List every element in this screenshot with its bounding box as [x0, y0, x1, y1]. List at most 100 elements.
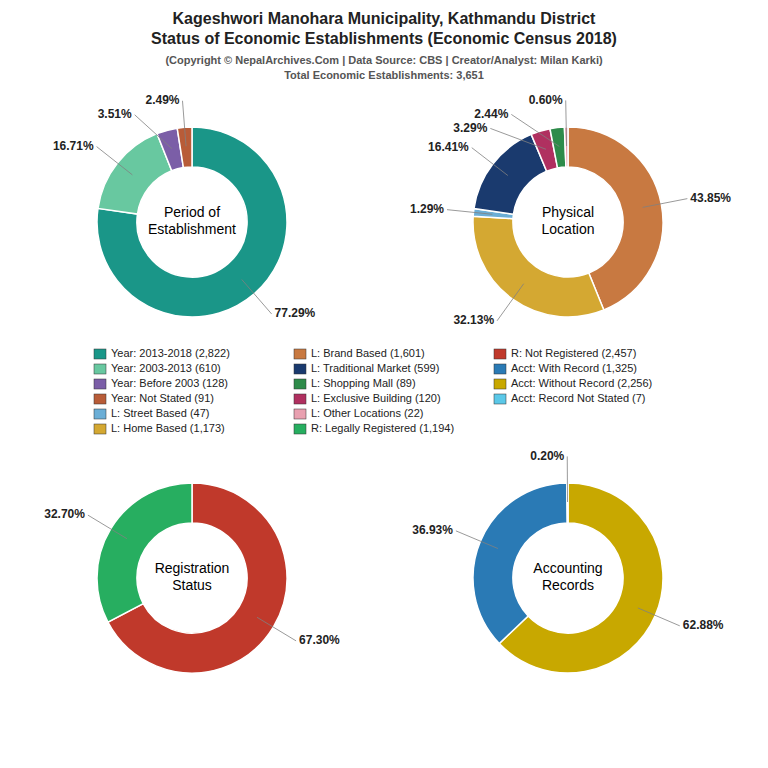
data-label: 77.29% — [275, 306, 316, 320]
legend-swatch — [94, 424, 106, 434]
legend-label: Year: Before 2003 (128) — [111, 377, 228, 389]
legend-label: R: Legally Registered (1,194) — [311, 422, 454, 434]
slice — [97, 483, 192, 622]
slice — [177, 127, 192, 168]
leader-line — [242, 279, 272, 313]
center-label: RegistrationStatus — [155, 560, 230, 593]
center-label-line: Records — [542, 577, 594, 593]
center-label-line: Location — [542, 221, 595, 237]
legend-item: Acct: Record Not Stated (7) — [494, 392, 646, 404]
leader-line — [456, 531, 498, 549]
legend-label: Year: 2013-2018 (2,822) — [111, 347, 230, 359]
slice — [98, 134, 172, 214]
legend-label: L: Other Locations (22) — [311, 407, 424, 419]
data-labels: 62.88% 36.93% 0.20% — [412, 449, 724, 632]
data-labels: 43.85%32.13%1.29%16.41%3.29%2.44%0.60% — [410, 93, 731, 327]
data-label: 62.88% — [683, 618, 724, 632]
leader-line — [565, 100, 567, 146]
legend-label: L: Shopping Mall (89) — [311, 377, 416, 389]
legend-item: L: Traditional Market (599) — [294, 362, 439, 374]
donut: RegistrationStatus 67.30% 32.70% — [44, 483, 340, 673]
slices — [473, 127, 663, 317]
legend-label: R: Not Registered (2,457) — [511, 347, 636, 359]
center-label: PhysicalLocation — [542, 204, 595, 237]
leader-line — [182, 101, 186, 146]
leader-line — [638, 608, 680, 626]
center-label-line: Registration — [155, 560, 230, 576]
data-label: 16.41% — [428, 140, 469, 154]
legend-label: L: Traditional Market (599) — [311, 362, 439, 374]
legend-item: R: Not Registered (2,457) — [494, 347, 636, 359]
center-label-line: Status — [172, 577, 212, 593]
legend-swatch — [294, 394, 306, 404]
donut: Period ofEstablishment 77.29% 16.71% 3.51% 2… — [53, 93, 316, 320]
data-label: 0.20% — [530, 449, 564, 463]
legend-swatch — [494, 394, 506, 404]
data-label: 1.29% — [410, 202, 444, 216]
slice — [550, 127, 566, 168]
title-line: Status of Economic Establishments (Econo… — [151, 30, 617, 47]
leader-line — [472, 148, 508, 176]
leader-line — [497, 284, 524, 321]
slice — [97, 127, 287, 317]
leader-line — [511, 114, 559, 146]
data-labels: 67.30% 32.70% — [44, 507, 340, 647]
legend-swatch — [94, 394, 106, 404]
slices — [473, 483, 663, 673]
legend-swatch — [94, 409, 106, 419]
data-label: 67.30% — [299, 633, 340, 647]
legend-swatch — [494, 364, 506, 374]
center-label: AccountingRecords — [533, 560, 602, 593]
data-label: 16.71% — [53, 139, 94, 153]
legend-item: L: Brand Based (1,601) — [294, 347, 425, 359]
chart-root: Kageshwori Manohara Municipality, Kathma… — [0, 0, 768, 768]
legend-swatch — [494, 349, 506, 359]
slice — [473, 216, 604, 317]
leader-line — [447, 210, 492, 215]
legend-swatch — [94, 364, 106, 374]
legend-swatch — [94, 349, 106, 359]
legend-item: L: Other Locations (22) — [294, 407, 424, 419]
data-label: 32.70% — [44, 507, 85, 521]
data-label: 43.85% — [690, 191, 731, 205]
legend-label: Year: Not Stated (91) — [111, 392, 214, 404]
data-label: 3.29% — [453, 121, 487, 135]
legend-label: Acct: Record Not Stated (7) — [511, 392, 646, 404]
leader-line — [88, 515, 127, 539]
legend-swatch — [294, 379, 306, 389]
leader-line — [643, 199, 688, 208]
legend-item: Year: 2003-2013 (610) — [94, 362, 221, 374]
center-label-line: Period of — [164, 204, 220, 220]
legend-swatch — [294, 364, 306, 374]
leader-line — [257, 617, 296, 641]
legend-label: L: Street Based (47) — [111, 407, 209, 419]
legend-item: L: Shopping Mall (89) — [294, 377, 416, 389]
data-label: 36.93% — [412, 523, 453, 537]
legend-item: Year: Not Stated (91) — [94, 392, 214, 404]
data-label: 0.60% — [529, 93, 563, 107]
slices — [97, 127, 287, 317]
legend-item: L: Exclusive Building (120) — [294, 392, 441, 404]
leader-line — [97, 147, 133, 175]
legend-swatch — [94, 379, 106, 389]
subtitle: (Copyright © NepalArchives.Com | Data So… — [165, 54, 603, 81]
legend-item: Year: 2013-2018 (2,822) — [94, 347, 230, 359]
legend-swatch — [494, 379, 506, 389]
data-label: 3.51% — [98, 107, 132, 121]
center-label-line: Accounting — [533, 560, 602, 576]
data-label: 2.44% — [474, 107, 508, 121]
legend-item: L: Street Based (47) — [94, 407, 209, 419]
subtitle-line: Total Economic Establishments: 3,651 — [284, 69, 484, 81]
title: Kageshwori Manohara Municipality, Kathma… — [151, 10, 617, 47]
legend-label: Acct: With Record (1,325) — [511, 362, 637, 374]
leader-line — [567, 456, 568, 502]
data-label: 2.49% — [145, 93, 179, 107]
center-label: Period ofEstablishment — [148, 204, 236, 237]
slices — [97, 483, 287, 673]
legend: Year: 2013-2018 (2,822) Year: 2003-2013 (… — [94, 347, 652, 434]
center-label-line: Physical — [542, 204, 594, 220]
legend-swatch — [294, 409, 306, 419]
legend-item: Acct: Without Record (2,256) — [494, 377, 652, 389]
legend-item: L: Home Based (1,173) — [94, 422, 225, 434]
legend-label: Acct: Without Record (2,256) — [511, 377, 652, 389]
